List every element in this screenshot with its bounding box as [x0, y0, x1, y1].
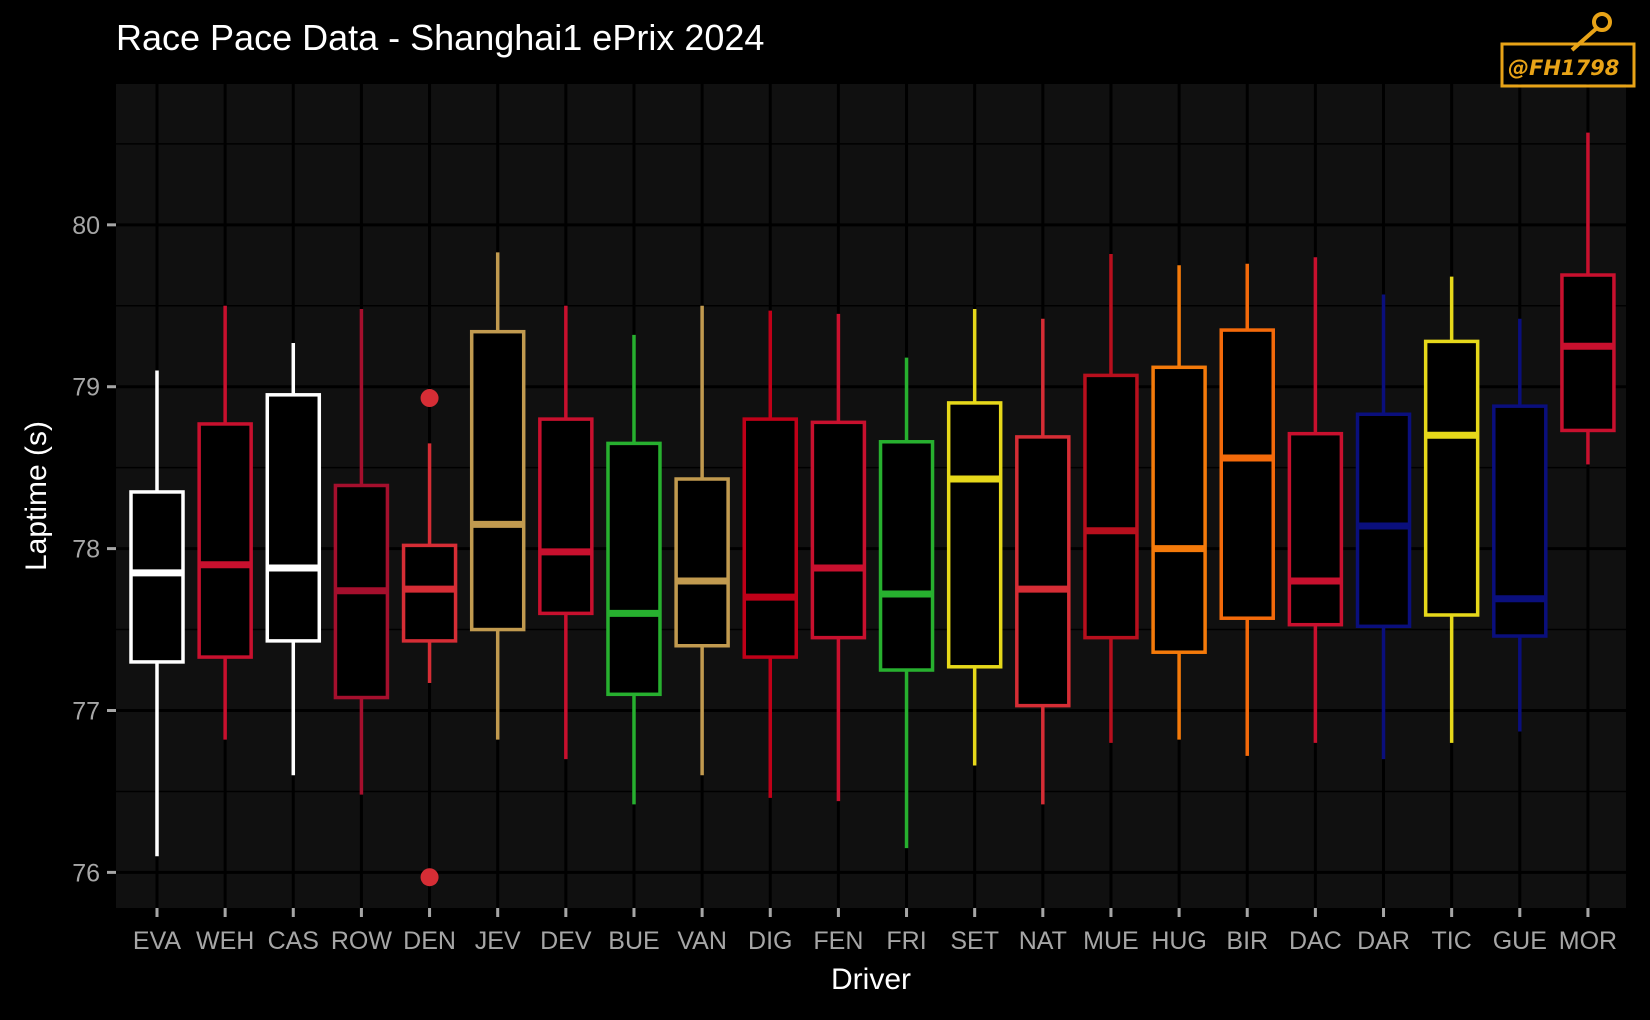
iqr-box — [1151, 365, 1207, 654]
box-eva — [129, 370, 185, 857]
iqr-box — [1015, 435, 1071, 708]
box-van — [674, 305, 730, 776]
x-tick-label: SET — [950, 927, 999, 955]
iqr-box — [1355, 412, 1412, 629]
x-tick-label: TIC — [1432, 927, 1472, 955]
iqr-box — [401, 543, 458, 643]
y-tick-label: 80 — [72, 212, 100, 240]
x-tick-label: NAT — [1019, 927, 1067, 955]
x-tick-label: WEH — [196, 927, 254, 955]
x-axis-title: Driver — [831, 963, 911, 996]
box-fri — [878, 357, 935, 849]
box-dev — [538, 305, 594, 760]
y-axis-title: Laptime (s) — [20, 421, 53, 571]
box-set — [946, 309, 1003, 766]
iqr-box — [1423, 339, 1480, 617]
box-dac — [1287, 257, 1344, 743]
y-tick-label: 76 — [72, 859, 100, 887]
x-tick-label: DIG — [748, 927, 792, 955]
watermark-frame — [1500, 42, 1636, 88]
chart-title: Race Pace Data - Shanghai1 ePrix 2024 — [116, 17, 764, 58]
x-tick-label: FRI — [886, 927, 926, 955]
iqr-box — [129, 490, 185, 664]
iqr-box — [1083, 373, 1139, 640]
iqr-box — [265, 393, 322, 643]
key-shaft — [1570, 26, 1599, 52]
box-row — [333, 309, 390, 795]
x-tick-label: CAS — [268, 927, 319, 955]
box-dar — [1355, 294, 1412, 760]
key-icon — [1592, 12, 1612, 32]
y-tick-label: 77 — [72, 697, 100, 725]
x-tick-label: GUE — [1493, 927, 1547, 955]
x-tick-label: EVA — [133, 927, 181, 955]
x-tick-label: HUG — [1151, 927, 1207, 955]
box-mue — [1083, 253, 1139, 743]
watermark-logo: @FH1798 — [1500, 12, 1636, 88]
box-nat — [1015, 318, 1071, 805]
y-tick-label: 78 — [72, 536, 100, 564]
box-fen — [810, 313, 867, 802]
iqr-box — [674, 477, 730, 648]
x-tick-label: VAN — [677, 927, 727, 955]
x-tick-label: MOR — [1559, 927, 1617, 955]
box-mor — [1560, 132, 1616, 465]
iqr-box — [1219, 328, 1275, 620]
box-hug — [1151, 265, 1207, 740]
x-axis: EVA WEH CAS ROW DEN JEV DEV BUE VAN DIG FEN FRI SET N… — [133, 908, 1617, 955]
y-axis: 76 77 78 79 80 — [72, 212, 116, 887]
iqr-box — [878, 440, 935, 672]
x-tick-label: BIR — [1226, 927, 1268, 955]
x-tick-label: DEN — [403, 927, 456, 955]
iqr-box — [1560, 273, 1616, 433]
watermark-text: @FH1798 — [1508, 56, 1619, 80]
iqr-box — [742, 417, 799, 659]
box-weh — [197, 305, 253, 740]
box-cas — [265, 343, 322, 776]
iqr-box — [946, 401, 1003, 669]
box-dig — [742, 310, 799, 798]
iqr-box — [810, 420, 867, 640]
box-tic — [1423, 276, 1480, 743]
iqr-box — [469, 329, 526, 632]
x-tick-label: FEN — [813, 927, 863, 955]
box-den — [401, 389, 458, 887]
x-tick-label: BUE — [608, 927, 659, 955]
iqr-box — [197, 422, 253, 659]
x-tick-label: DEV — [540, 927, 592, 955]
box-bue — [606, 334, 662, 805]
x-tick-label: DAC — [1289, 927, 1342, 955]
x-tick-label: MUE — [1083, 927, 1139, 955]
y-tick-label: 79 — [72, 374, 100, 402]
box-gue — [1492, 318, 1548, 732]
outlier-point — [420, 389, 439, 408]
box-series — [129, 132, 1616, 887]
iqr-box — [538, 417, 594, 616]
x-tick-label: JEV — [475, 927, 521, 955]
iqr-box — [606, 441, 662, 697]
iqr-box — [1287, 431, 1344, 627]
outlier-point — [420, 868, 439, 887]
x-tick-label: DAR — [1357, 927, 1410, 955]
box-bir — [1219, 263, 1275, 756]
box-jev — [469, 252, 526, 740]
x-tick-label: ROW — [331, 927, 393, 955]
